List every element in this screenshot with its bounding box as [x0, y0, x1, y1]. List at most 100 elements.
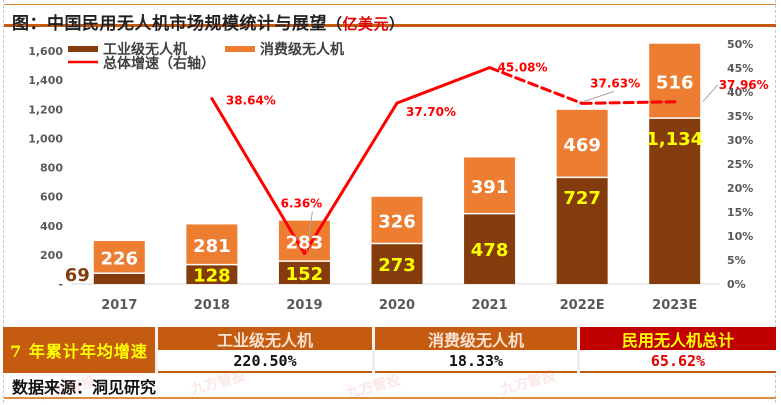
bar-industrial: [649, 118, 701, 284]
legend-swatch-consumer: [225, 46, 255, 52]
bar-consumer: [556, 109, 608, 177]
bar-label-industrial: 478: [471, 240, 509, 261]
bar-consumer: [649, 43, 701, 118]
growth-label: 37.63%: [590, 76, 640, 90]
growth-line-segment: [210, 97, 306, 255]
growth-label: 45.08%: [498, 61, 548, 75]
bar-label-consumer: 469: [563, 135, 601, 156]
y-left-tick-label: -: [58, 278, 63, 291]
summary-value-consumer: 18.33%: [375, 350, 577, 373]
bar-label-consumer: 226: [100, 248, 138, 269]
y-right-tick-label: 50%: [727, 38, 753, 51]
x-tick-label: 2017: [101, 298, 137, 313]
bar-value-labels: 226 69 281 128 283 152 326 273 391 478 469 727 516 1,…: [65, 72, 703, 286]
bar-consumer: [371, 196, 423, 243]
growth-label: 6.36%: [281, 196, 323, 210]
bar-industrial: [278, 261, 330, 284]
y-left-tick-label: 200: [40, 249, 63, 262]
summary-row-label: 7 年累计年均增速: [3, 327, 155, 373]
x-tick-label: 2020: [379, 298, 415, 313]
title-bar: 图：中国民用无人机市场规模统计与展望（亿美元）: [4, 4, 776, 34]
x-tick-label: 2022E: [560, 298, 605, 313]
bar-consumer: [464, 157, 516, 213]
legend-label-industrial: 工业级无人机: [103, 41, 187, 58]
growth-label: 37.70%: [406, 105, 456, 119]
summary-value-total: 65.62%: [580, 350, 776, 373]
y-right-tick-label: 10%: [727, 230, 753, 243]
growth-label-leader: [583, 90, 615, 102]
bar-label-industrial: 152: [286, 264, 324, 285]
y-right-tick-label: 5%: [727, 254, 746, 267]
figure-frame: [3, 0, 776, 403]
bar-industrial: [371, 244, 423, 284]
growth-line-segment: [395, 66, 492, 105]
bars-group: [93, 43, 701, 284]
summary-table: 7 年累计年均增速 工业级无人机 220.50% 消费级无人机 18.33% 民…: [3, 327, 776, 373]
summary-header-consumer: 消费级无人机: [375, 327, 577, 350]
legend-swatch-industrial: [68, 46, 98, 52]
bar-label-consumer: 391: [471, 177, 509, 198]
bar-industrial: [556, 178, 608, 284]
y-right-tick-label: 20%: [727, 182, 753, 195]
bar-industrial: [186, 265, 238, 284]
bar-industrial: [464, 214, 516, 284]
bar-label-consumer: 326: [378, 212, 416, 233]
column-separator: [155, 327, 158, 373]
bar-label-consumer: 516: [656, 72, 694, 93]
growth-line-segment: [302, 101, 399, 255]
bar-label-industrial: 128: [193, 266, 231, 287]
data-source: 数据来源：洞见研究: [12, 378, 157, 397]
x-axis-labels: 2017 2018 2019 2020 2021 2022E 2023E: [101, 298, 697, 313]
bar-industrial: [93, 273, 145, 284]
y-axis-right: 0% 5% 10% 15% 20% 25% 30% 35% 40% 45% 50%: [727, 38, 753, 291]
bar-label-consumer: 283: [286, 232, 324, 253]
growth-label-leader: [702, 84, 719, 103]
y-right-tick-label: 30%: [727, 134, 753, 147]
growth-line-segment-forecast: [488, 66, 584, 105]
column-separator: [577, 327, 580, 373]
y-right-tick-label: 45%: [727, 62, 753, 75]
y-left-tick-label: 600: [40, 191, 63, 204]
bar-label-industrial: 727: [563, 188, 601, 209]
y-left-tick-label: 400: [40, 220, 63, 233]
growth-label-leader: [305, 211, 313, 252]
x-tick-label: 2018: [194, 298, 230, 313]
y-axis-left: - 200 400 600 800 1,000 1,200 1,400 1,600: [28, 45, 63, 291]
growth-line-group: 38.64% 6.36% 37.70% 45.08% 37.63% 37.96%: [210, 61, 769, 255]
legend: 工业级无人机 消费级无人机 总体增速（右轴）: [68, 41, 344, 72]
bottom-rule: [4, 397, 776, 399]
growth-label: 37.96%: [719, 78, 769, 92]
bar-consumer: [186, 224, 238, 264]
y-right-tick-label: 15%: [727, 206, 753, 219]
column-separator: [372, 327, 375, 373]
y-right-tick-label: 40%: [727, 86, 753, 99]
summary-header-total: 民用无人机总计: [580, 327, 776, 350]
legend-label-growth: 总体增速（右轴）: [103, 55, 215, 72]
y-right-tick-label: 25%: [727, 158, 753, 171]
title-main: 图：中国民用无人机市场规模统计与展望: [12, 14, 327, 34]
y-right-tick-label: 35%: [727, 110, 753, 123]
growth-label: 38.64%: [226, 94, 276, 108]
bar-consumer: [93, 241, 145, 273]
chart-title: 图：中国民用无人机市场规模统计与展望（亿美元）: [12, 9, 405, 34]
x-tick-label: 2023E: [652, 298, 697, 313]
y-left-tick-label: 1,200: [28, 103, 63, 116]
y-left-tick-label: 1,000: [28, 132, 63, 145]
summary-header-industrial: 工业级无人机: [158, 327, 372, 350]
summary-value-industrial: 220.50%: [158, 350, 372, 373]
bar-label-industrial: 69: [65, 265, 90, 286]
chart-svg: - 200 400 600 800 1,000 1,200 1,400 1,600 0% 5% 10…: [28, 38, 769, 313]
legend-label-consumer: 消费级无人机: [260, 41, 344, 58]
bar-label-industrial: 1,134: [646, 129, 703, 150]
title-paren-open: （: [327, 15, 343, 33]
growth-line-segment-forecast: [580, 100, 677, 105]
title-paren-close: ）: [389, 15, 405, 33]
y-left-tick-label: 1,600: [28, 45, 63, 58]
x-tick-label: 2019: [286, 298, 322, 313]
x-tick-label: 2021: [471, 298, 507, 313]
y-right-tick-label: 0%: [727, 278, 746, 291]
bar-label-consumer: 281: [193, 236, 231, 257]
bar-label-industrial: 273: [378, 255, 416, 276]
y-left-tick-label: 1,400: [28, 74, 63, 87]
title-unit: 亿美元: [342, 15, 390, 33]
